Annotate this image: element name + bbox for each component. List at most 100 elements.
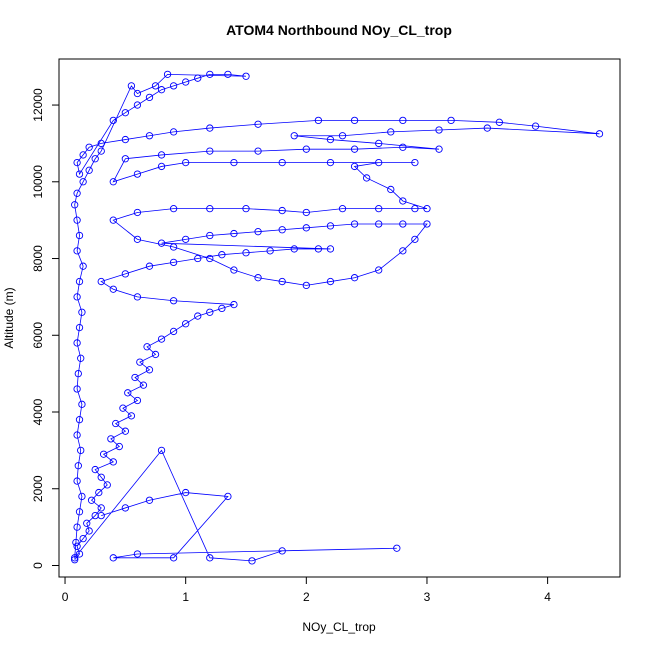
data-point xyxy=(157,239,166,247)
data-point xyxy=(375,220,383,228)
data-point xyxy=(119,404,127,412)
data-point xyxy=(411,235,419,243)
data-point xyxy=(78,492,86,501)
data-point xyxy=(145,262,154,270)
x-tick-label: 1 xyxy=(182,590,189,604)
data-point xyxy=(109,178,117,186)
plot-area xyxy=(71,70,604,565)
y-tick-label: 12000 xyxy=(31,88,45,122)
data-point xyxy=(393,544,401,552)
y-tick-label: 2000 xyxy=(31,475,45,502)
data-point xyxy=(157,335,166,343)
data-point xyxy=(266,247,274,255)
y-axis: 0 2000 4000 6000 8000 10000 12000 xyxy=(31,88,60,569)
data-point xyxy=(206,554,214,562)
data-point xyxy=(75,416,84,424)
data-point xyxy=(302,224,310,232)
data-point xyxy=(194,312,202,320)
data-point xyxy=(399,220,407,228)
data-point xyxy=(73,339,81,347)
data-point xyxy=(143,343,151,351)
data-point xyxy=(133,101,142,109)
data-point xyxy=(278,206,286,215)
data-point xyxy=(131,373,139,382)
data-point xyxy=(133,293,142,301)
data-point xyxy=(182,235,190,243)
data-point xyxy=(157,446,166,455)
data-point xyxy=(169,297,178,305)
data-point xyxy=(78,400,86,408)
data-point xyxy=(97,147,105,155)
data-point xyxy=(71,554,79,562)
data-point xyxy=(224,492,232,501)
data-point xyxy=(399,197,407,205)
data-point xyxy=(278,277,286,286)
data-point xyxy=(169,82,178,90)
data-point xyxy=(254,274,262,282)
data-point xyxy=(387,128,395,136)
data-point xyxy=(531,122,540,130)
data-point xyxy=(483,124,491,132)
data-point xyxy=(112,419,120,428)
data-point xyxy=(85,166,93,174)
data-point xyxy=(254,147,262,155)
data-point xyxy=(73,216,81,224)
data-point xyxy=(157,162,166,171)
data-point xyxy=(73,523,81,531)
data-point xyxy=(411,158,419,167)
data-point xyxy=(278,158,286,167)
data-point xyxy=(75,170,84,178)
data-point xyxy=(338,132,347,140)
data-point xyxy=(302,208,310,217)
data-point xyxy=(121,135,130,144)
data-point xyxy=(109,116,117,125)
data-point xyxy=(72,538,80,547)
data-point xyxy=(218,251,226,259)
data-point xyxy=(73,189,81,197)
data-point xyxy=(350,274,359,282)
data-point xyxy=(447,116,455,125)
data-point xyxy=(73,247,81,255)
data-point xyxy=(242,204,250,213)
data-point xyxy=(326,245,335,253)
data-point xyxy=(375,266,383,274)
data-point xyxy=(314,116,323,125)
data-point xyxy=(206,231,214,240)
data-point xyxy=(230,158,238,167)
data-point xyxy=(87,496,96,504)
data-point xyxy=(145,132,154,140)
data-point xyxy=(242,72,250,80)
data-point xyxy=(278,547,286,555)
data-point xyxy=(97,511,105,520)
data-point xyxy=(73,385,81,393)
data-point xyxy=(78,308,86,316)
data-point xyxy=(169,258,178,267)
data-point xyxy=(121,155,130,163)
data-point xyxy=(248,557,256,565)
data-point xyxy=(224,70,232,78)
data-point xyxy=(350,116,359,125)
data-point xyxy=(290,132,298,140)
data-point xyxy=(206,254,214,263)
data-point xyxy=(73,158,81,167)
data-point xyxy=(495,118,504,126)
data-point xyxy=(423,220,431,228)
chart-title: ATOM4 Northbound NOy_CL_trop xyxy=(226,22,452,38)
data-point xyxy=(399,247,407,255)
data-point xyxy=(169,554,178,562)
data-point xyxy=(375,204,383,213)
data-point xyxy=(423,204,431,213)
data-point xyxy=(314,245,323,253)
data-point xyxy=(182,320,190,328)
data-point xyxy=(194,254,202,263)
data-point xyxy=(206,124,214,132)
data-point xyxy=(326,158,335,167)
data-point xyxy=(326,277,335,286)
data-point xyxy=(85,143,93,151)
data-point xyxy=(109,285,117,293)
y-axis-label: Altitude (m) xyxy=(2,287,16,348)
data-point xyxy=(133,235,142,243)
x-tick-label: 0 xyxy=(62,590,69,604)
data-point xyxy=(350,162,359,171)
